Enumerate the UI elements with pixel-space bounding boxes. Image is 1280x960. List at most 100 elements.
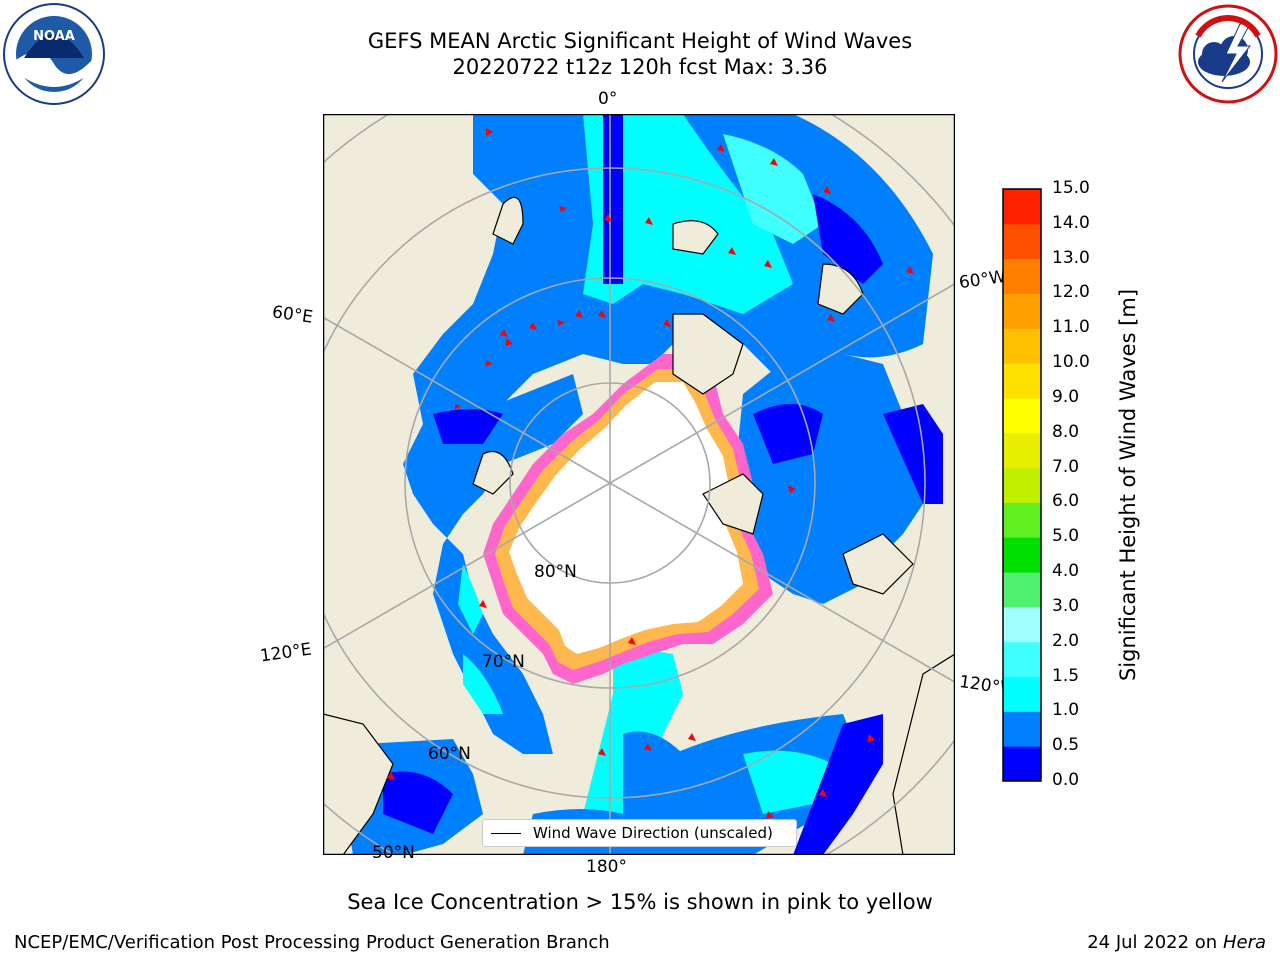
colorbar-tick-label: 13.0 bbox=[1052, 247, 1090, 268]
wind-wave-arrows bbox=[387, 128, 914, 819]
colorbar-tick-label: 3.0 bbox=[1052, 595, 1080, 616]
map-frame bbox=[323, 114, 955, 855]
arrow bbox=[688, 733, 696, 741]
colorbar-tick-label: 12.0 bbox=[1052, 282, 1090, 303]
colorbar-segment bbox=[1003, 397, 1041, 434]
footer-date-text: 24 Jul 2022 on bbox=[1087, 932, 1223, 953]
polar-map bbox=[323, 114, 955, 855]
colorbar-segment bbox=[1003, 572, 1041, 608]
lon-label-120e: 120°E bbox=[258, 639, 313, 667]
arrow bbox=[387, 772, 395, 780]
arrow bbox=[529, 322, 537, 330]
arrow bbox=[823, 186, 831, 194]
colorbar-segment bbox=[1003, 293, 1041, 329]
lon-label-180: 180° bbox=[586, 857, 627, 877]
chart-title: GEFS MEAN Arctic Significant Height of W… bbox=[367, 29, 913, 53]
meridian-120e bbox=[323, 482, 611, 650]
sea-ice bbox=[483, 354, 773, 684]
arrow bbox=[479, 600, 487, 608]
colorbar-tick-label: 0.0 bbox=[1052, 770, 1080, 790]
arrow bbox=[644, 743, 652, 751]
colorbar-segment bbox=[1003, 432, 1041, 469]
arrow bbox=[867, 734, 875, 742]
lat-label-60: 60°N bbox=[428, 744, 471, 764]
colorbar-tick-label: 14.0 bbox=[1052, 212, 1090, 233]
arrow bbox=[455, 404, 461, 410]
lat-label-80: 80°N bbox=[534, 562, 577, 582]
colorbar-segment bbox=[1003, 606, 1041, 643]
colorbar-tick-label: 8.0 bbox=[1052, 421, 1080, 442]
arrow bbox=[598, 748, 606, 756]
noaa-logo: NOAA bbox=[3, 3, 105, 105]
footer-system: Hera bbox=[1222, 932, 1266, 953]
legend-line-swatch bbox=[491, 832, 521, 834]
map-legend: Wind Wave Direction (unscaled) bbox=[482, 819, 797, 847]
noaa-logo-text: NOAA bbox=[33, 29, 75, 44]
colorbar-tick-label: 4.0 bbox=[1052, 561, 1080, 582]
colorbar-title: Significant Height of Wind Waves [m] bbox=[1116, 288, 1140, 682]
arrow bbox=[559, 206, 567, 212]
lon-label-60e: 60°E bbox=[270, 302, 315, 328]
chart-subtitle: 20220722 t12z 120h fcst Max: 3.36 bbox=[452, 55, 828, 79]
colorbar-tick-label: 9.0 bbox=[1052, 386, 1080, 407]
colorbar-segment bbox=[1003, 641, 1041, 678]
colorbar-tick-label: 11.0 bbox=[1052, 317, 1090, 338]
footer-branch: NCEP/EMC/Verification Post Processing Pr… bbox=[14, 932, 610, 953]
colorbar-tick-label: 1.5 bbox=[1052, 665, 1080, 686]
arrow bbox=[788, 485, 796, 493]
nws-logo bbox=[1178, 4, 1278, 104]
arrow bbox=[598, 310, 606, 318]
legend-label: Wind Wave Direction (unscaled) bbox=[533, 824, 773, 842]
arrow bbox=[717, 144, 725, 152]
colorbar-tick-label: 2.0 bbox=[1052, 630, 1080, 651]
colorbar-tick-label: 15.0 bbox=[1052, 178, 1090, 198]
arrow bbox=[764, 260, 772, 268]
colorbar-tick-label: 10.0 bbox=[1052, 352, 1090, 373]
arrow bbox=[906, 266, 914, 274]
colorbar-segment bbox=[1003, 467, 1041, 503]
colorbar-tick-label: 0.5 bbox=[1052, 735, 1080, 756]
arrow bbox=[645, 217, 653, 225]
colorbar-tick-label: 7.0 bbox=[1052, 456, 1080, 477]
graticule bbox=[323, 114, 955, 855]
colorbar-segment bbox=[1003, 223, 1041, 260]
colorbar-frame bbox=[1002, 188, 1042, 782]
colorbar-segment bbox=[1003, 328, 1041, 364]
sea-ice-caption: Sea Ice Concentration > 15% is shown in … bbox=[347, 890, 933, 914]
colorbar-segment bbox=[1003, 189, 1041, 225]
colorbar-segment bbox=[1003, 363, 1041, 399]
arrow bbox=[485, 360, 493, 366]
lat-label-70: 70°N bbox=[482, 652, 525, 672]
lon-label-0: 0° bbox=[598, 89, 618, 109]
colorbar-segment bbox=[1003, 502, 1041, 538]
arrow bbox=[486, 128, 493, 136]
lon-label-60w: 60°W bbox=[957, 266, 1008, 294]
colorbar-segment bbox=[1003, 676, 1041, 712]
arrow bbox=[663, 319, 671, 327]
arrow bbox=[827, 314, 835, 322]
arrow bbox=[557, 320, 565, 326]
colorbar-tick-label: 5.0 bbox=[1052, 526, 1080, 547]
colorbar-tick-label: 1.0 bbox=[1052, 700, 1080, 721]
meridian-60w bbox=[609, 282, 955, 484]
colorbar-tick-label: 6.0 bbox=[1052, 491, 1080, 512]
colorbar-segment bbox=[1003, 711, 1041, 747]
arrow bbox=[505, 338, 513, 346]
arrow bbox=[819, 789, 827, 797]
arrow bbox=[500, 329, 508, 337]
colorbar bbox=[1002, 188, 1042, 782]
meridian-120w bbox=[609, 482, 955, 684]
meridian-60e bbox=[323, 316, 611, 484]
colorbar-segment bbox=[1003, 746, 1041, 782]
colorbar-segment bbox=[1003, 537, 1041, 573]
land-masses bbox=[323, 196, 955, 855]
arrow bbox=[604, 214, 612, 222]
arrow bbox=[575, 310, 583, 318]
lat-label-50: 50°N bbox=[372, 843, 415, 863]
footer-date: 24 Jul 2022 on Hera bbox=[1087, 932, 1266, 953]
arrow bbox=[728, 247, 736, 255]
arrow bbox=[766, 811, 774, 819]
arrow bbox=[770, 158, 778, 166]
arrow bbox=[628, 637, 636, 645]
colorbar-segment bbox=[1003, 258, 1041, 294]
